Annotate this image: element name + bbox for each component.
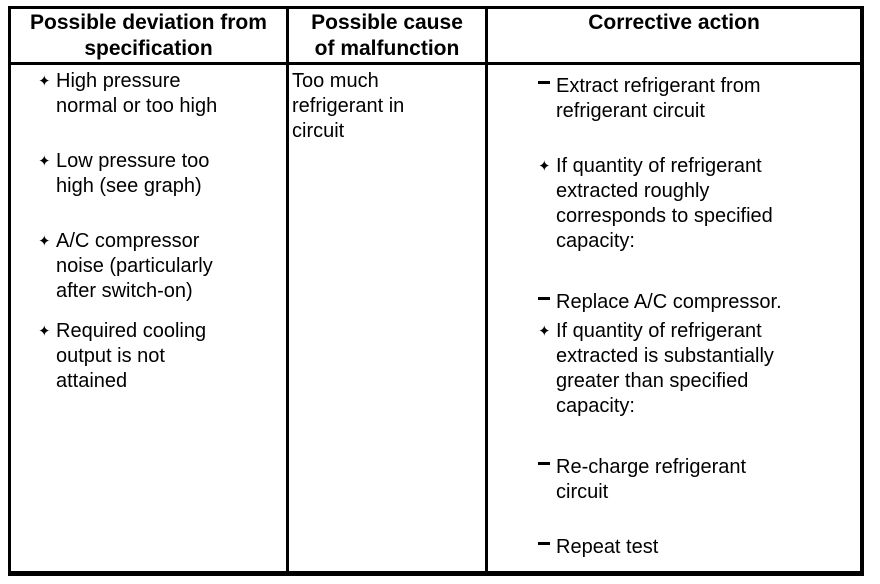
list-item: Replace A/C compressor. bbox=[538, 290, 854, 315]
star-bullet-icon: ✦ bbox=[38, 73, 51, 90]
dash-bullet-bar bbox=[538, 297, 550, 300]
column-header-possible-deviation: Possible deviation from specification bbox=[11, 9, 289, 65]
corrective-list: Extract refrigerant from refrigerant cir… bbox=[538, 74, 854, 560]
list-item-text: Low pressure too high (see graph) bbox=[56, 150, 210, 197]
list-item-text: Extract refrigerant from refrigerant cir… bbox=[556, 75, 761, 122]
star-bullet-icon: ✦ bbox=[538, 158, 551, 175]
deviation-list: ✦ High pressure normal or too high ✦ Low pr… bbox=[38, 69, 280, 394]
list-item: ✦ A/C compressor noise (particularly afte… bbox=[38, 229, 280, 304]
list-item-text: Replace A/C compressor. bbox=[556, 291, 782, 313]
dash-bullet-icon bbox=[538, 74, 556, 84]
cause-cell: Too much refrigerant in circuit bbox=[289, 65, 488, 571]
deviation-cell: ✦ High pressure normal or too high ✦ Low pr… bbox=[11, 65, 289, 571]
column-header-possible-cause: Possible cause of malfunction bbox=[289, 9, 488, 65]
dash-bullet-icon bbox=[538, 290, 556, 300]
list-item-text: Repeat test bbox=[556, 536, 659, 558]
list-item: Extract refrigerant from refrigerant cir… bbox=[538, 74, 854, 124]
list-item: Repeat test bbox=[538, 535, 854, 560]
list-item: ✦ Low pressure too high (see graph) bbox=[38, 149, 280, 199]
list-item-text: Required cooling output is not attained bbox=[56, 320, 207, 392]
star-bullet-icon: ✦ bbox=[38, 233, 51, 250]
list-item-text: A/C compressor noise (particularly after… bbox=[56, 230, 213, 302]
list-item: ✦ If quantity of refrigerant extracted ro… bbox=[538, 154, 854, 254]
troubleshooting-table: Possible deviation from specification Po… bbox=[8, 6, 864, 576]
dash-bullet-bar bbox=[538, 462, 550, 465]
cause-text: Too much refrigerant in circuit bbox=[292, 70, 405, 142]
dash-bullet-icon bbox=[538, 535, 556, 545]
list-item: ✦ If quantity of refrigerant extracted is… bbox=[538, 319, 854, 419]
dash-bullet-bar bbox=[538, 542, 550, 545]
list-item: Re-charge refrigerant circuit bbox=[538, 455, 854, 505]
list-item-text: High pressure normal or too high bbox=[56, 70, 218, 117]
corrective-cell: Extract refrigerant from refrigerant cir… bbox=[488, 65, 860, 571]
column-header-corrective-action: Corrective action bbox=[488, 9, 860, 65]
list-item-text: Re-charge refrigerant circuit bbox=[556, 456, 747, 503]
star-bullet-icon: ✦ bbox=[38, 153, 51, 170]
list-item-text: If quantity of refrigerant extracted rou… bbox=[556, 155, 773, 252]
dash-bullet-bar bbox=[538, 81, 550, 84]
list-item: ✦ High pressure normal or too high bbox=[38, 69, 280, 119]
list-item: ✦ Required cooling output is not attained bbox=[38, 319, 280, 394]
list-item-text: If quantity of refrigerant extracted is … bbox=[556, 320, 774, 417]
star-bullet-icon: ✦ bbox=[538, 323, 551, 340]
star-bullet-icon: ✦ bbox=[38, 323, 51, 340]
dash-bullet-icon bbox=[538, 455, 556, 465]
